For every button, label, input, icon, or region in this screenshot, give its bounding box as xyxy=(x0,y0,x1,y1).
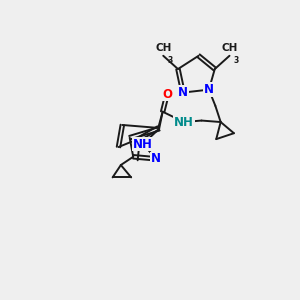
Text: CH: CH xyxy=(155,44,171,53)
Text: N: N xyxy=(151,152,161,165)
Text: 3: 3 xyxy=(167,56,172,65)
Text: NH: NH xyxy=(133,138,153,151)
Text: 3: 3 xyxy=(233,56,238,65)
Text: NH: NH xyxy=(174,116,194,128)
Text: O: O xyxy=(162,88,172,100)
Text: N: N xyxy=(178,86,188,99)
Text: N: N xyxy=(204,83,214,96)
Text: CH: CH xyxy=(221,44,238,53)
